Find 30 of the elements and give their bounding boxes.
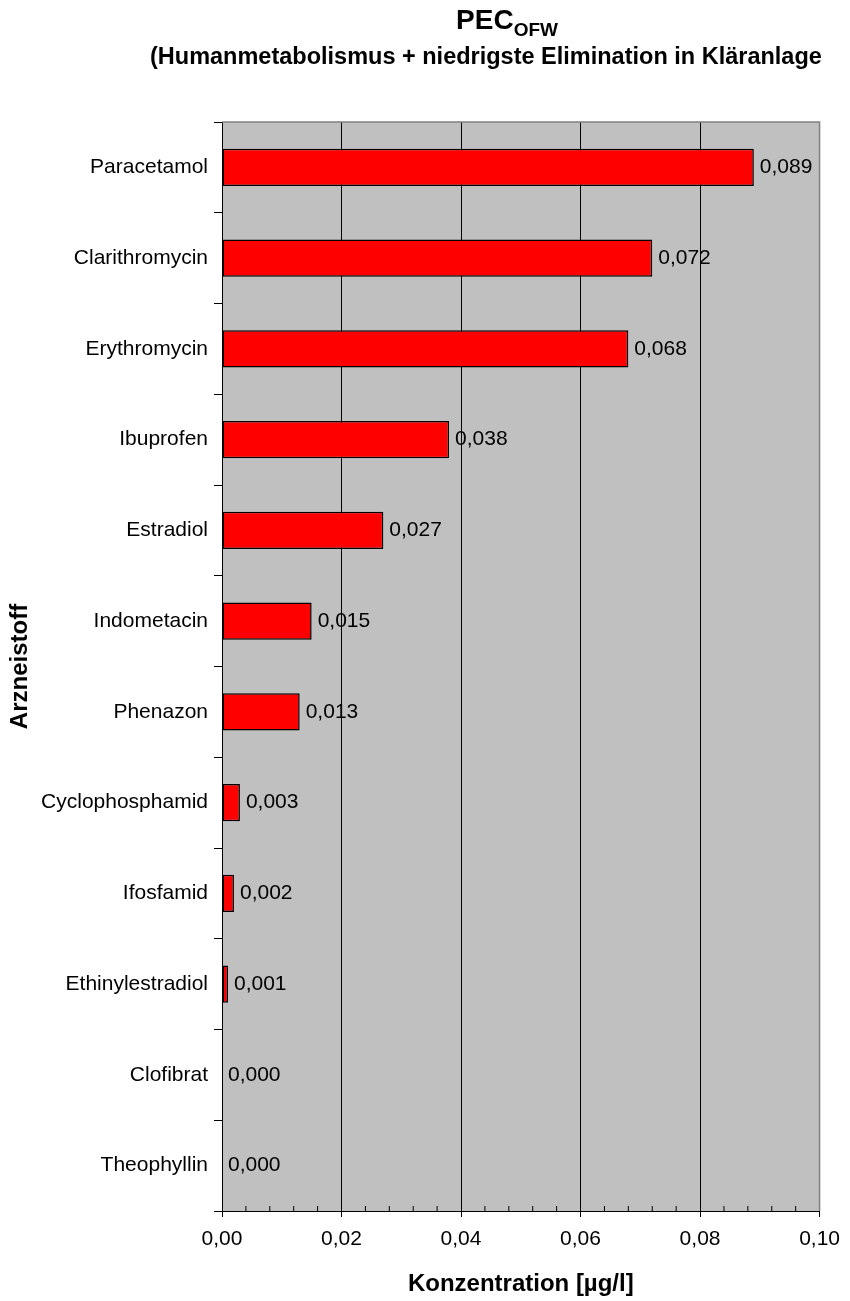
y-tick-label: Clofibrat (129, 1061, 209, 1085)
chart-subtitle: (Humanmetabolismus + niedrigste Elimination in Kläranlage (150, 42, 822, 70)
y-tick-label: Cyclophosphamid (41, 789, 208, 813)
y-tick-label: Ethinylestradiol (65, 970, 208, 994)
y-tick-label: Phenazon (113, 698, 208, 722)
y-tick-label: Ifosfamid (122, 880, 208, 904)
data-label: 0,000 (228, 1152, 281, 1176)
x-tick-label: 0,08 (679, 1226, 721, 1250)
x-tick-label: 0,00 (201, 1226, 243, 1250)
y-tick-label: Theophyllin (100, 1152, 208, 1176)
x-tick-label: 0,06 (560, 1226, 601, 1250)
x-axis-title: Konzentration [µg/l] (407, 1269, 634, 1297)
y-axis-title: Arzneistoff (5, 602, 33, 730)
x-tick-label: 0,04 (440, 1226, 482, 1250)
y-tick-label: Indometacin (93, 607, 208, 631)
data-label: 0,089 (759, 154, 813, 178)
x-tick-label: 0,10 (799, 1226, 840, 1250)
y-tick-label: Estradiol (126, 517, 208, 541)
data-label: 0,003 (245, 789, 299, 813)
chart-title: PEC$_{OFW}$ (456, 4, 558, 40)
data-label: 0,002 (239, 880, 293, 904)
data-label: 0,001 (233, 970, 287, 994)
data-label: 0,068 (634, 335, 687, 359)
y-tick-label: Erythromycin (85, 335, 208, 359)
y-tick-label: Clarithromycin (73, 244, 208, 268)
data-label: 0,000 (228, 1061, 281, 1085)
x-tick-label: 0,02 (321, 1226, 362, 1250)
data-label: 0,027 (389, 517, 442, 541)
y-tick-label: Ibuprofen (119, 426, 208, 450)
y-tick-label: Paracetamol (90, 154, 208, 178)
